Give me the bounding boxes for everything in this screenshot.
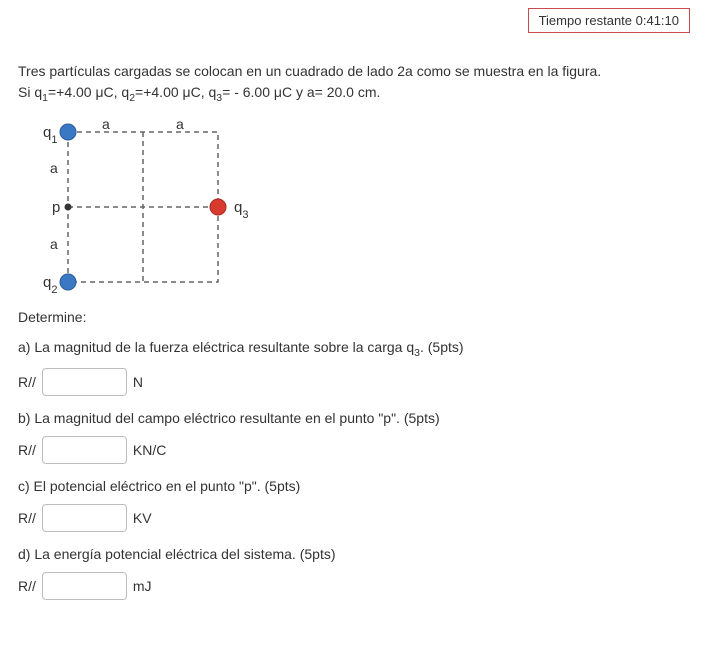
problem-mid3: = - 6.00 μC y a= 20.0 cm. (222, 84, 380, 100)
timer-label: Tiempo restante 0:41:10 (539, 13, 679, 28)
answer-a-prefix: R// (18, 374, 36, 390)
svg-text:a: a (50, 236, 58, 252)
answer-row-b: R// KN/C (18, 436, 690, 464)
answer-row-c: R// KV (18, 504, 690, 532)
svg-text:q3: q3 (234, 199, 248, 221)
svg-text:q1: q1 (43, 124, 57, 146)
answer-a-unit: N (133, 374, 143, 390)
figure-svg: q1 q2 q3 p a a a a (18, 117, 278, 297)
problem-line1: Tres partículas cargadas se colocan en u… (18, 63, 601, 79)
question-content: Tres partículas cargadas se colocan en u… (0, 37, 708, 624)
answer-d-prefix: R// (18, 578, 36, 594)
timer-bar: Tiempo restante 0:41:10 (0, 0, 708, 37)
problem-mid1: =+4.00 μC, q (48, 84, 129, 100)
svg-text:p: p (52, 199, 60, 216)
question-a-pre: a) La magnitud de la fuerza eléctrica re… (18, 339, 414, 355)
problem-mid2: =+4.00 μC, q (135, 84, 216, 100)
svg-text:a: a (102, 117, 110, 132)
answer-c-unit: KV (133, 510, 152, 526)
figure-diagram: q1 q2 q3 p a a a a (18, 117, 690, 297)
svg-text:a: a (176, 117, 184, 132)
answer-a-input[interactable] (42, 368, 127, 396)
answer-d-unit: mJ (133, 578, 152, 594)
answer-b-input[interactable] (42, 436, 127, 464)
determine-label: Determine: (18, 309, 690, 325)
question-c: c) El potencial eléctrico en el punto "p… (18, 478, 690, 494)
answer-row-d: R// mJ (18, 572, 690, 600)
svg-text:q2: q2 (43, 274, 57, 296)
answer-b-prefix: R// (18, 442, 36, 458)
answer-d-input[interactable] (42, 572, 127, 600)
question-a: a) La magnitud de la fuerza eléctrica re… (18, 339, 690, 359)
question-b: b) La magnitud del campo eléctrico resul… (18, 410, 690, 426)
answer-c-input[interactable] (42, 504, 127, 532)
timer-box: Tiempo restante 0:41:10 (528, 8, 690, 33)
answer-c-prefix: R// (18, 510, 36, 526)
answer-row-a: R// N (18, 368, 690, 396)
svg-text:a: a (50, 160, 58, 176)
answer-b-unit: KN/C (133, 442, 166, 458)
problem-line2-pre: Si q (18, 84, 42, 100)
question-d: d) La energía potencial eléctrica del si… (18, 546, 690, 562)
problem-statement: Tres partículas cargadas se colocan en u… (18, 61, 690, 107)
question-a-post: . (5pts) (420, 339, 464, 355)
